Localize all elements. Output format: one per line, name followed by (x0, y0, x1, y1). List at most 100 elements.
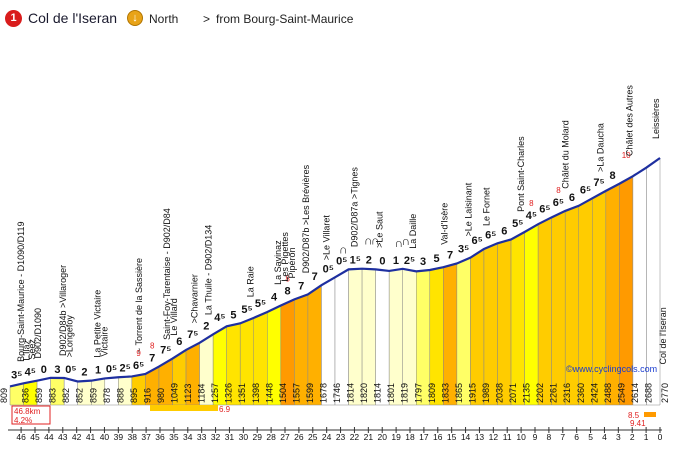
km-tick-label: 8 (547, 432, 552, 442)
altitude-label: 859 (88, 388, 98, 403)
km-tick-label: 2 (630, 432, 635, 442)
altitude-label: 1865 (454, 383, 464, 403)
altitude-label: 1448 (264, 383, 274, 403)
gradient-label: 0 (41, 364, 47, 376)
altitude-label: 1678 (318, 383, 328, 403)
profile-segment (470, 248, 485, 406)
place-label: Pipéron (287, 247, 297, 278)
altitude-label: 1326 (224, 383, 234, 403)
km-tick-label: 9 (533, 432, 538, 442)
tunnel-icon: ∩ (364, 234, 373, 248)
gradient-label: 3⁵ (458, 244, 469, 256)
km-tick-label: 29 (252, 432, 262, 442)
altitude-label: 1351 (237, 383, 247, 403)
start-location[interactable]: > from Bourg-Saint-Maurice (203, 12, 359, 26)
km-tick-label: 35 (169, 432, 179, 442)
km-tick-label: 33 (197, 432, 207, 442)
km-tick-label: 44 (44, 432, 54, 442)
stats-box (11, 405, 51, 425)
altitude-label: 2488 (603, 383, 613, 403)
gradient-label: 5⁵ (241, 304, 252, 316)
altitude-label: 859 (34, 388, 44, 403)
km-tick-label: 20 (377, 432, 387, 442)
km-tick-label: 19 (391, 432, 401, 442)
gradient-label: 7⁵ (160, 345, 171, 357)
place-label: Pont Saint-Charles (516, 136, 526, 212)
km-tick-label: 22 (350, 432, 360, 442)
place-label: D902/D84b >Villaroger (58, 265, 68, 356)
altitude-label: 888 (115, 388, 125, 403)
profile-segment (564, 205, 579, 406)
place-label: La Daille (408, 214, 418, 249)
gradient-label: 7⁵ (593, 177, 604, 189)
km-tick-label: 26 (294, 432, 304, 442)
altitude-label: 1746 (332, 383, 342, 403)
place-label: >Le Saut (374, 211, 384, 248)
gradient-label: 3⁵ (11, 369, 22, 381)
altitude-label: 1989 (481, 383, 491, 403)
gradient-label: 2 (203, 320, 209, 332)
final-segment-value: 8.5 (628, 411, 640, 420)
steepest-segment-bar (150, 405, 218, 411)
km-tick-label: 0 (658, 432, 663, 442)
altitude-label: 1814 (373, 383, 383, 403)
place-label: L'Ilaz (22, 339, 32, 360)
altitude-label: 1820 (359, 383, 369, 403)
steepest-segment-value: 6.9 (219, 405, 231, 414)
gradient-label: 7 (298, 280, 304, 292)
gradient-label: 2 (366, 255, 372, 267)
km-tick-label: 1 (644, 432, 649, 442)
gradient-label: 2⁵ (119, 362, 130, 374)
km-tick-label: 11 (503, 432, 512, 442)
gradient-label: 0⁵ (65, 364, 76, 376)
gradient-label: 4 (271, 292, 278, 304)
altitude-label: 980 (156, 388, 166, 403)
place-label: La Raie (245, 266, 255, 297)
gradient-label: 7⁵ (187, 329, 198, 341)
climb-title[interactable]: Col de l'Iseran (28, 10, 118, 26)
altitude-label: 895 (129, 388, 139, 403)
km-tick-label: 16 (433, 432, 443, 442)
altitude-label: 1833 (440, 383, 450, 403)
km-tick-label: 12 (489, 432, 499, 442)
gradient-label: 6⁵ (539, 203, 550, 215)
gradient-label: 6⁵ (580, 184, 591, 196)
km-tick-label: 45 (30, 432, 40, 442)
km-tick-label: 17 (419, 432, 429, 442)
gradient-label: 0⁵ (323, 263, 334, 275)
max-gradient-label: 8 (150, 342, 155, 351)
place-label: Val-d'Isère (440, 203, 450, 245)
gradient-label: 6 (176, 336, 182, 348)
gradient-label: 2⁵ (404, 255, 415, 267)
km-tick-label: 37 (141, 432, 151, 442)
gradient-label: 4⁵ (25, 367, 36, 379)
profile-segment (497, 239, 512, 406)
place-label: >Chavarnier (190, 274, 200, 323)
profile-segment (551, 210, 566, 406)
km-tick-label: 5 (588, 432, 593, 442)
place-label: Châlet du Molard (561, 120, 571, 189)
altitude-label: 852 (75, 388, 85, 403)
gradient-label: 6⁵ (133, 360, 144, 372)
direction-label: North (149, 12, 179, 26)
altitude-label: 878 (102, 388, 112, 403)
place-label: >Le Laisinant (463, 182, 473, 236)
km-tick-label: 14 (461, 432, 471, 442)
header: 1 Col de l'Iseran ↓ North > from Bourg-Sa… (0, 0, 677, 38)
km-tick-label: 27 (280, 432, 290, 442)
altitude-label: 2316 (562, 383, 572, 403)
place-label: Victaire (99, 327, 109, 357)
km-tick-label: 21 (364, 432, 374, 442)
km-tick-label: 42 (72, 432, 82, 442)
km-tick-label: 15 (447, 432, 457, 442)
place-label: ~ Torrent de la Sassière (134, 258, 144, 353)
place-label: >Le Villaret (322, 215, 332, 261)
average-gradient-text: 4.2% (14, 416, 32, 425)
place-label: >La Daucha (595, 123, 605, 172)
altitude-label: 2549 (616, 383, 626, 403)
altitude-label: 2614 (630, 383, 640, 403)
final-steepest-value: 9.41 (630, 419, 646, 428)
profile-segment (456, 257, 471, 406)
place-label: Le Villard (169, 298, 179, 335)
